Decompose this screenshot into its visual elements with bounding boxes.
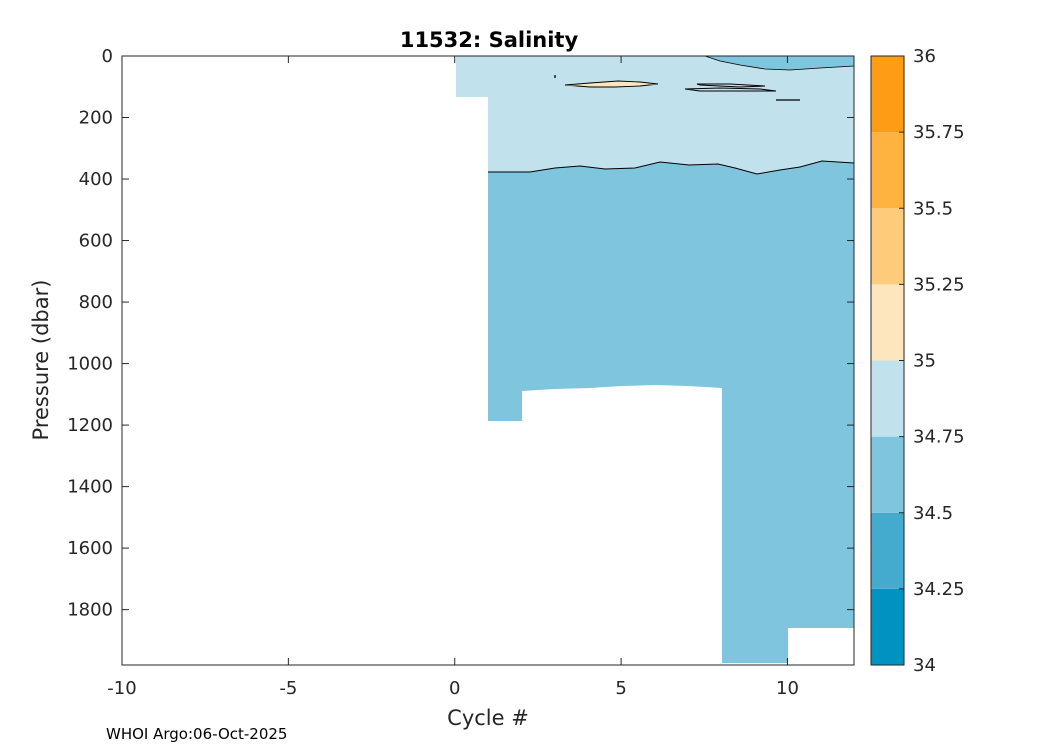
contour-34-75 xyxy=(488,160,855,175)
colorbar-tick-label: 35.75 xyxy=(913,122,965,143)
deep-salinity-region xyxy=(488,161,854,663)
x-tick-label: 10 xyxy=(776,678,799,699)
colorbar-band xyxy=(871,284,904,361)
x-axis-label: Cycle # xyxy=(447,706,529,730)
y-tick-label: 1600 xyxy=(67,538,113,559)
colorbar: 34 34.25 34.5 34.75 35 35.25 35.5 35.75 36 xyxy=(870,46,965,676)
colorbar-tick-label: 35 xyxy=(913,351,936,372)
colorbar-tick-label: 34.75 xyxy=(913,427,965,448)
plot-frame xyxy=(121,55,855,666)
contour-lens-3 xyxy=(684,87,777,92)
colorbar-band xyxy=(871,436,904,513)
colorbar-tick-label: 34.25 xyxy=(913,579,965,600)
high-salinity-lens xyxy=(564,80,659,88)
colorbar-band xyxy=(871,512,904,589)
footer-credit: WHOI Argo:06-Oct-2025 xyxy=(106,725,288,743)
y-axis: 0 200 400 600 800 1000 1200 1400 1600 1800 xyxy=(67,46,854,621)
colorbar-band xyxy=(871,132,904,209)
x-tick-label: -5 xyxy=(279,678,297,699)
y-axis-label: Pressure (dbar) xyxy=(29,280,53,441)
y-tick-label: 1000 xyxy=(67,354,113,375)
x-tick-label: 5 xyxy=(615,678,626,699)
x-tick-label: 0 xyxy=(449,678,460,699)
x-tick-label: -10 xyxy=(107,678,136,699)
x-axis: -10 -5 0 5 10 xyxy=(107,56,799,699)
contour-lens-2 xyxy=(696,83,766,88)
colorbar-tick-label: 34 xyxy=(913,655,936,676)
colorbar-band xyxy=(871,360,904,437)
y-tick-label: 1200 xyxy=(67,415,113,436)
y-tick-label: 1400 xyxy=(67,477,113,498)
y-tick-label: 200 xyxy=(79,108,113,129)
colorbar-band xyxy=(871,56,904,133)
y-tick-label: 0 xyxy=(102,46,113,67)
colorbar-tick-label: 36 xyxy=(913,46,936,67)
colorbar-tick-label: 35.25 xyxy=(913,274,965,295)
colorbar-tick-label: 34.5 xyxy=(913,503,953,524)
y-tick-label: 800 xyxy=(79,292,113,313)
y-tick-label: 1800 xyxy=(67,600,113,621)
colorbar-band xyxy=(871,588,904,665)
plot-area xyxy=(121,55,855,666)
colorbar-tick-label: 35.5 xyxy=(913,198,953,219)
y-tick-label: 400 xyxy=(79,169,113,190)
colorbar-band xyxy=(871,208,904,285)
y-tick-label: 600 xyxy=(79,231,113,252)
surface-salinity-region xyxy=(456,56,854,174)
chart-title: 11532: Salinity xyxy=(400,28,579,52)
